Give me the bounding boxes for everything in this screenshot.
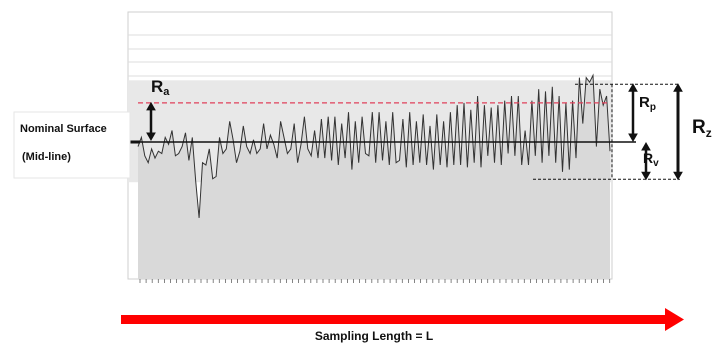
rz-arrow <box>673 83 683 181</box>
ra-arrow <box>146 101 156 142</box>
sampling-length-arrow-head <box>665 308 684 331</box>
peak-valley-box <box>533 83 680 180</box>
rp-arrow <box>628 83 638 143</box>
x-axis-ticks <box>139 279 611 283</box>
rz-label: Rz <box>692 117 712 140</box>
sampling-length-arrow-shaft <box>121 315 667 324</box>
dimension-arrows <box>116 83 683 181</box>
rv-label: Rv <box>643 150 659 169</box>
rv-arrow <box>641 141 651 181</box>
ra-label: Ra <box>151 77 170 98</box>
rp-label: Rp <box>639 94 656 113</box>
nominal-surface-label-box: Nominal Surface (Mid-line) <box>13 111 131 179</box>
mid-line-label: (Mid-line) <box>22 151 71 163</box>
profile-line <box>137 73 611 218</box>
grid-lines <box>128 34 612 77</box>
sampling-length-label: Sampling Length = L <box>315 329 433 343</box>
nominal-surface-label: Nominal Surface <box>20 123 107 135</box>
